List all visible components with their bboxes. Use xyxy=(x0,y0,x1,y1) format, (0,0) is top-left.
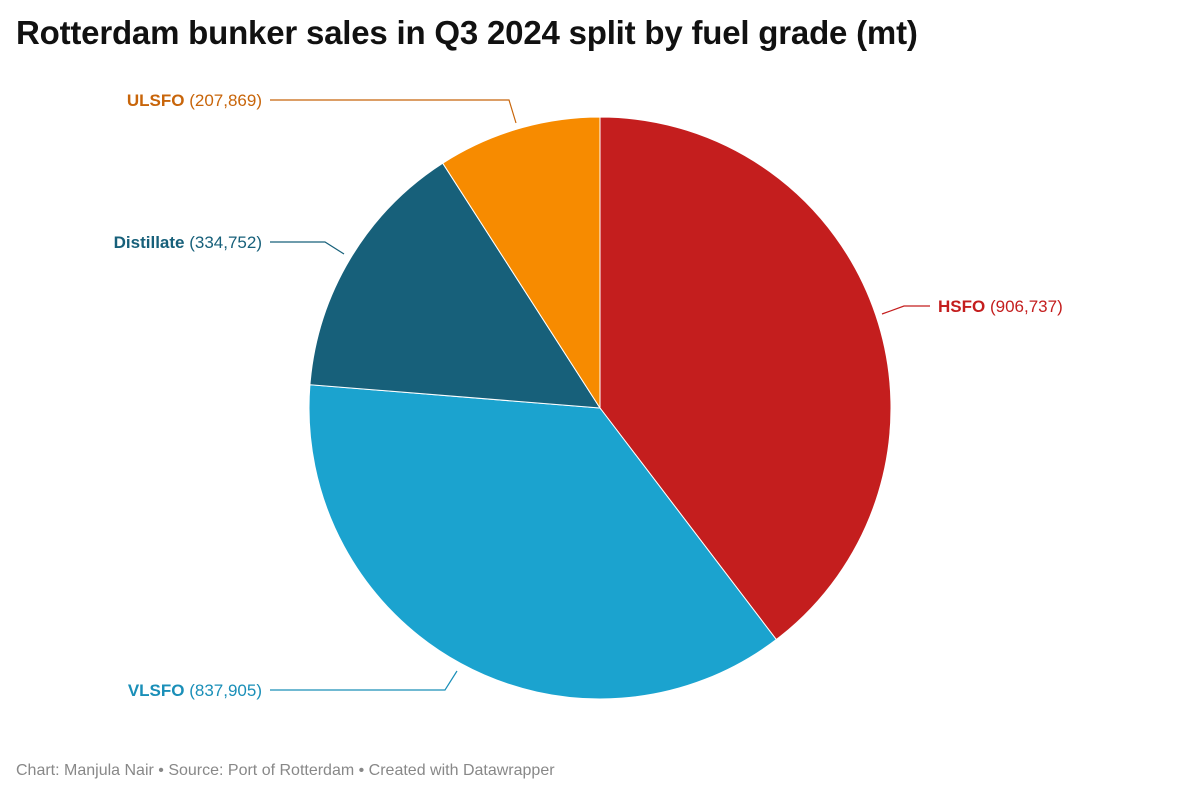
slice-label-name: VLSFO xyxy=(128,681,185,700)
pie-slice-ulsfo xyxy=(442,116,601,410)
slice-label-value: (837,905) xyxy=(185,681,263,700)
chart-footer: Chart: Manjula Nair • Source: Port of Ro… xyxy=(16,762,555,779)
leader-line-distillate xyxy=(270,241,345,255)
slice-labels: HSFO (906,737) VLSFO (837,905) Distillate … xyxy=(114,91,1063,700)
pie-slice-distillate xyxy=(309,162,601,409)
pie-slice-vlsfo xyxy=(308,384,777,700)
leader-line-hsfo xyxy=(881,305,930,315)
leader-line-vlsfo xyxy=(270,670,458,691)
slice-label-name: ULSFO xyxy=(127,91,185,110)
pie-slice-hsfo xyxy=(599,116,892,641)
label-leader-lines xyxy=(270,99,930,691)
slice-label-vlsfo: VLSFO (837,905) xyxy=(128,681,262,700)
slice-label-value: (334,752) xyxy=(185,233,263,252)
slice-label-value: (207,869) xyxy=(185,91,263,110)
slice-label-hsfo: HSFO (906,737) xyxy=(938,297,1063,316)
chart-title: Rotterdam bunker sales in Q3 2024 split … xyxy=(16,14,918,51)
slice-label-ulsfo: ULSFO (207,869) xyxy=(127,91,262,110)
pie-slices xyxy=(308,116,892,700)
leader-line-ulsfo xyxy=(270,99,517,124)
slice-label-name: Distillate xyxy=(114,233,185,252)
slice-label-value: (906,737) xyxy=(985,297,1063,316)
slice-label-distillate: Distillate (334,752) xyxy=(114,233,262,252)
slice-label-name: HSFO xyxy=(938,297,985,316)
